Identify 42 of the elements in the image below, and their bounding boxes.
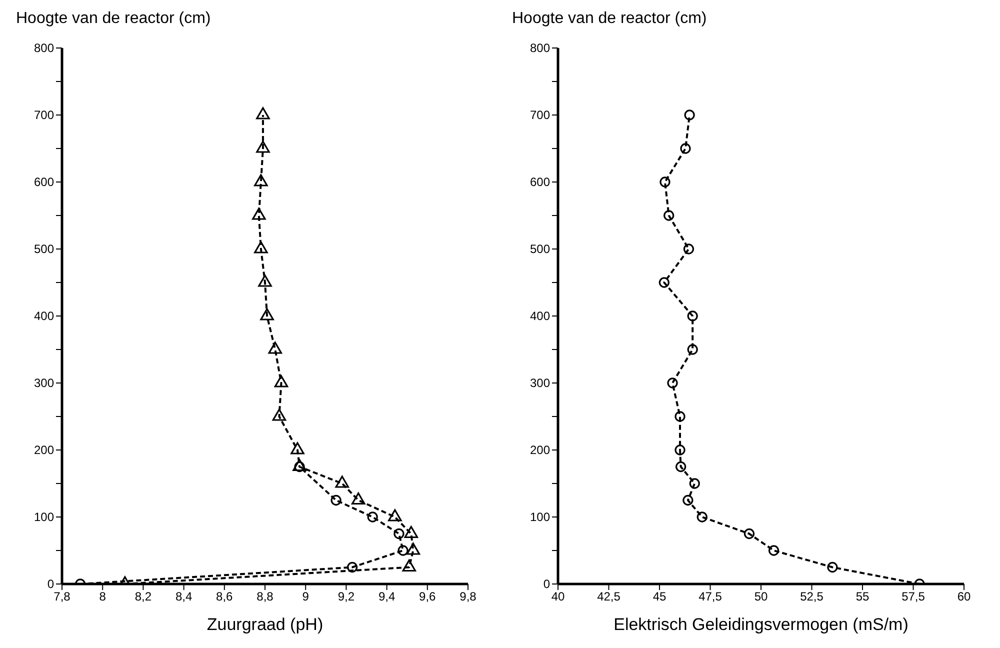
- y-axis-title: Hoogte van de reactor (cm): [512, 10, 707, 28]
- y-tick-label: 700: [34, 108, 54, 122]
- x-tick-label: 9,2: [338, 590, 355, 604]
- x-tick-label: 50: [754, 590, 768, 604]
- y-tick-label: 600: [34, 175, 54, 189]
- y-tick-label: 400: [34, 309, 54, 323]
- y-tick-label: 800: [34, 41, 54, 55]
- y-tick-label: 400: [530, 309, 550, 323]
- x-tick-label: 42,5: [597, 590, 621, 604]
- y-tick-label: 100: [530, 510, 550, 524]
- y-axis-title: Hoogte van de reactor (cm): [16, 10, 211, 28]
- y-tick-label: 700: [530, 108, 550, 122]
- x-tick-label: 8,4: [175, 590, 192, 604]
- x-tick-label: 40: [551, 590, 565, 604]
- x-tick-label: 47,5: [698, 590, 722, 604]
- y-tick-label: 300: [34, 376, 54, 390]
- x-tick-label: 8,8: [256, 590, 274, 604]
- x-tick-label: 55: [856, 590, 870, 604]
- x-tick-label: 9,6: [419, 590, 436, 604]
- x-axis-title: Zuurgraad (pH): [206, 615, 324, 634]
- y-tick-label: 500: [34, 242, 54, 256]
- y-tick-label: 200: [530, 443, 550, 457]
- y-tick-label: 200: [34, 443, 54, 457]
- x-tick-label: 8: [99, 590, 106, 604]
- x-tick-label: 60: [957, 590, 971, 604]
- x-tick-label: 8,6: [216, 590, 234, 604]
- y-tick-label: 500: [530, 242, 550, 256]
- x-tick-label: 9: [302, 590, 310, 604]
- y-tick-label: 0: [47, 577, 54, 591]
- y-tick-label: 0: [543, 577, 550, 591]
- x-tick-label: 45: [652, 590, 666, 604]
- x-axis-title: Elektrisch Geleidingsvermogen (mS/m): [614, 615, 908, 634]
- x-tick-label: 9,8: [460, 590, 477, 604]
- y-tick-label: 800: [530, 41, 550, 55]
- y-tick-label: 300: [530, 376, 550, 390]
- x-tick-label: 52,5: [800, 590, 824, 604]
- y-tick-label: 600: [530, 175, 550, 189]
- x-tick-label: 57,5: [902, 590, 926, 604]
- x-tick-label: 9,4: [378, 590, 396, 604]
- y-tick-label: 100: [34, 510, 54, 524]
- x-tick-label: 8,2: [134, 590, 152, 604]
- x-tick-label: 7,8: [54, 590, 71, 604]
